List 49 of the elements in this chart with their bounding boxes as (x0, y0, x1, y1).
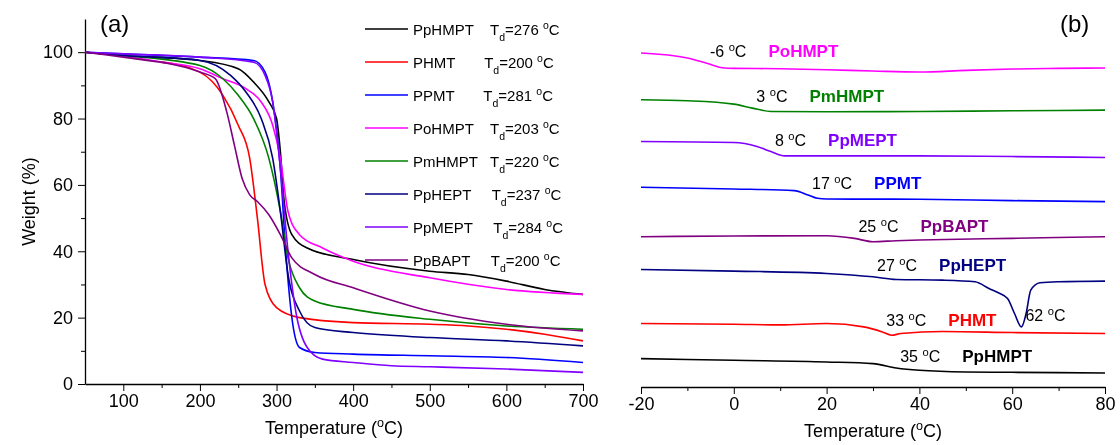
y-tick-label: 80 (52, 108, 73, 129)
annotation: 17 $^{o}$C (812, 172, 853, 192)
y-axis-title: Weight (%) (19, 157, 39, 246)
legend-label: PpMEPT T$_{d}$=284 $^{o}$C (413, 217, 564, 241)
x-tick-label: -20 (628, 393, 655, 414)
y-tick-label: 40 (52, 241, 73, 262)
legend-label: PPMT T$_{d}$=281 $^{o}$C (413, 85, 554, 109)
y-tick-label: 20 (52, 307, 73, 328)
annotation: 25 $^{o}$C (858, 216, 899, 236)
series-label: PmHMPT (809, 87, 885, 107)
x-tick-label: 80 (1095, 393, 1116, 414)
x-tick-label: 60 (1002, 393, 1023, 414)
series-label: PoHMPT (768, 42, 839, 62)
annotation: 33 $^{o}$C (886, 309, 927, 329)
annotation: 3 $^{o}$C (756, 86, 788, 106)
series-label: PPMT (874, 173, 922, 193)
x-tick-label: 700 (568, 390, 599, 411)
x-tick-label: 0 (729, 393, 740, 414)
x-tick-label: 600 (491, 390, 522, 411)
series-label: PpMEPT (828, 130, 898, 150)
x-axis-title: Temperature ($^{o}$C) (803, 419, 943, 441)
x-axis-title: Temperature ($^{o}$C) (264, 416, 404, 438)
annotation: 27 $^{o}$C (877, 254, 918, 274)
x-tick-label: 100 (108, 390, 139, 411)
text: (b) (1060, 10, 1090, 37)
series-label: PpHEPT (939, 255, 1007, 275)
legend-label: PmHMPT T$_{d}$=220 $^{o}$C (413, 151, 560, 175)
series-label: PpHMPT (962, 346, 1033, 366)
x-tick-label: 200 (185, 390, 216, 411)
annotation: 62 $^{o}$C (1025, 304, 1066, 324)
y-tick-label: 60 (52, 175, 73, 196)
y-tick-label: 0 (62, 374, 73, 395)
x-tick-label: 500 (415, 390, 446, 411)
legend-label: PpHMPT T$_{d}$=276 $^{o}$C (413, 19, 560, 43)
annotation: 8 $^{o}$C (774, 129, 807, 149)
x-tick-label: 20 (817, 393, 838, 414)
annotation: 35 $^{o}$C (900, 345, 941, 365)
annotation: (a) (100, 10, 130, 37)
annotation: -6 $^{o}$C (709, 41, 747, 61)
series-label: PHMT (948, 310, 998, 330)
legend-label: PpBAPT T$_{d}$=200 $^{o}$C (413, 250, 561, 274)
x-tick-label: 400 (338, 390, 369, 411)
legend-label: PHMT T$_{d}$=200 $^{o}$C (413, 52, 554, 76)
x-tick-label: 300 (262, 390, 293, 411)
legend-label: PoHMPT T$_{d}$=203 $^{o}$C (413, 118, 560, 142)
x-tick-label: 40 (909, 393, 930, 414)
series-label: PpBAPT (920, 217, 990, 237)
y-tick-label: 100 (42, 42, 73, 63)
legend-label: PpHEPT T$_{d}$=237 $^{o}$C (413, 184, 562, 208)
